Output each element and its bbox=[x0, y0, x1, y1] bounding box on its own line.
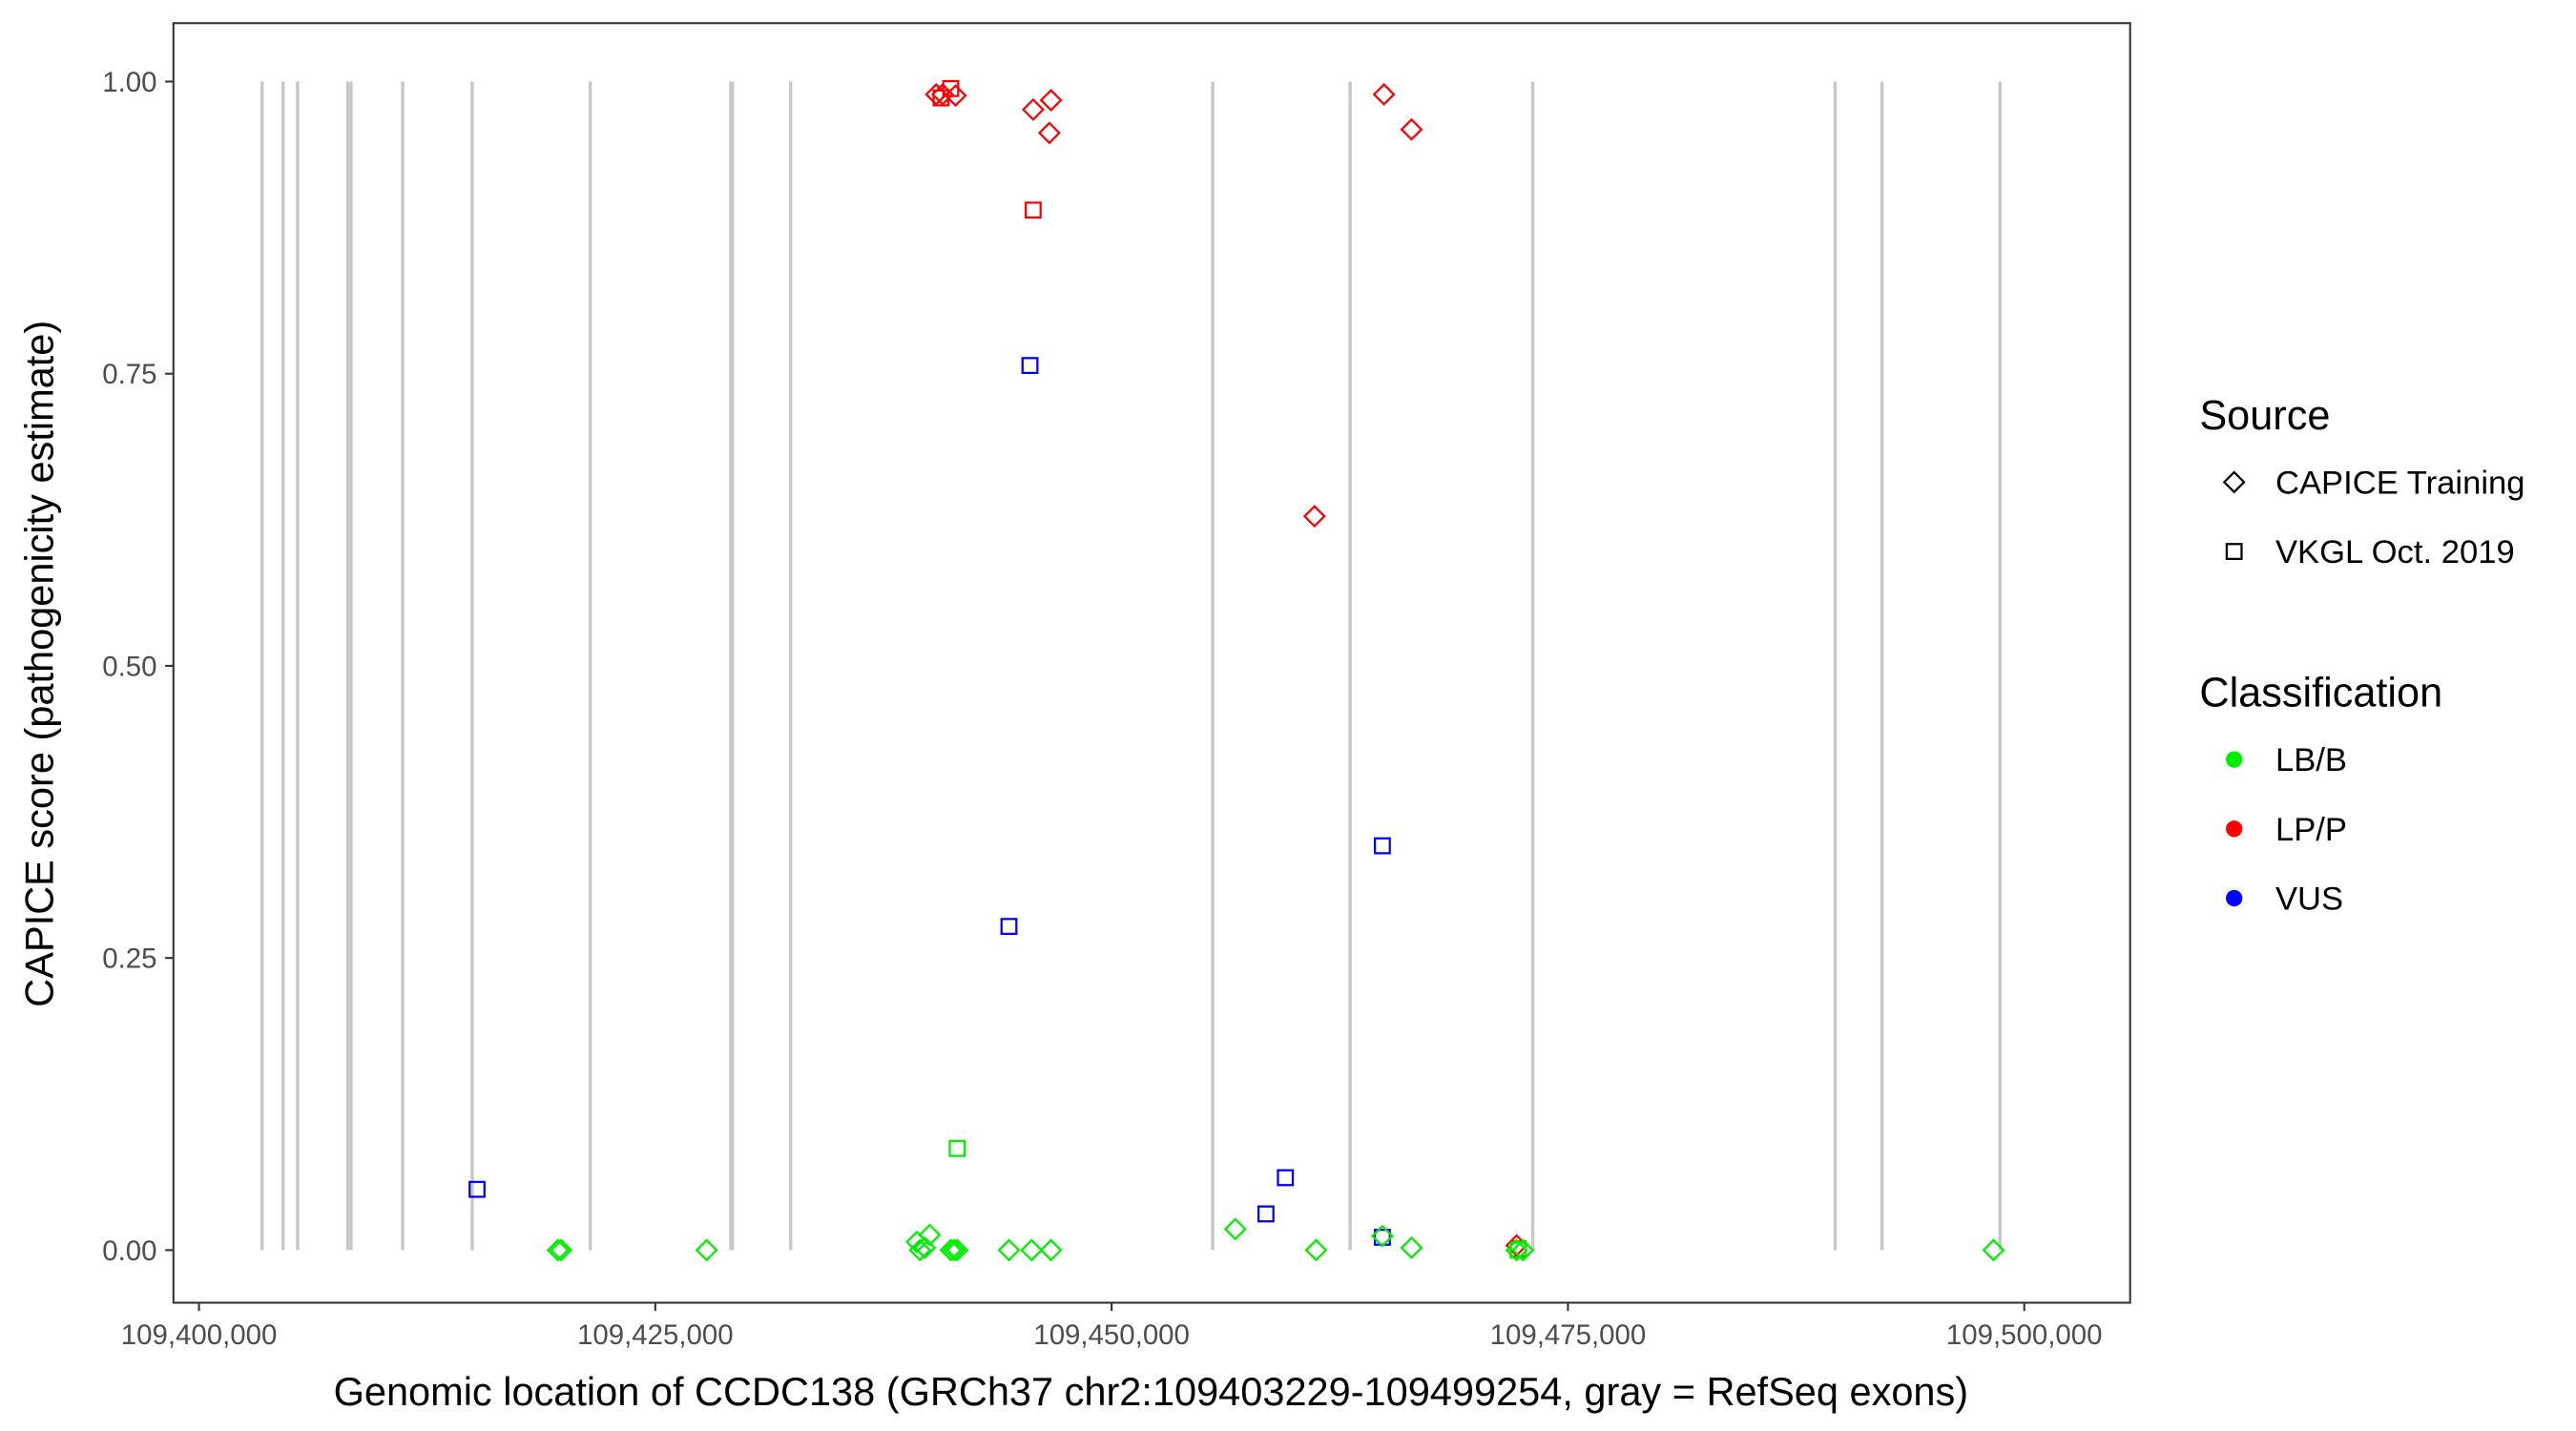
y-tick-label: 1.00 bbox=[102, 67, 156, 98]
data-point bbox=[1257, 1205, 1275, 1223]
data-points bbox=[468, 79, 2005, 1262]
data-point bbox=[948, 1139, 966, 1157]
square-legend-key bbox=[2225, 543, 2243, 560]
x-tick-label: 109,475,000 bbox=[1490, 1319, 1647, 1351]
data-point bbox=[695, 1238, 718, 1262]
data-point bbox=[918, 1223, 942, 1247]
data-point bbox=[1021, 97, 1045, 121]
plot-panel-border bbox=[172, 22, 2131, 1304]
legend-class-label: LP/P bbox=[2275, 812, 2347, 848]
data-point bbox=[1223, 1217, 1247, 1241]
legend-color-key bbox=[2226, 889, 2243, 907]
legend-source-label: CAPICE Training bbox=[2275, 465, 2525, 501]
data-point bbox=[939, 1238, 963, 1262]
data-point bbox=[908, 1238, 932, 1262]
data-point bbox=[1505, 1238, 1528, 1262]
legend: Source Classification CAPICE Training VKG… bbox=[2199, 393, 2524, 918]
exon-lines bbox=[260, 81, 2003, 1251]
data-point bbox=[1370, 1224, 1394, 1248]
x-axis: 109,400,000 109,425,000 109,450,000 109,475… bbox=[121, 1302, 2103, 1351]
diamond-legend-key bbox=[2222, 470, 2246, 494]
data-point bbox=[1982, 1238, 2005, 1262]
legend-source-label: VKGL Oct. 2019 bbox=[2275, 534, 2515, 570]
data-point bbox=[1400, 117, 1423, 141]
x-tick-label: 109,425,000 bbox=[577, 1319, 734, 1351]
y-tick-label: 0.00 bbox=[102, 1235, 156, 1267]
data-point bbox=[1511, 1238, 1535, 1262]
data-point bbox=[1037, 121, 1061, 145]
data-point bbox=[1302, 505, 1326, 529]
data-point bbox=[1277, 1169, 1295, 1187]
y-tick-label: 0.25 bbox=[102, 944, 156, 975]
legend-class-title: Classification bbox=[2199, 671, 2442, 716]
data-point bbox=[1000, 918, 1018, 936]
y-tick-label: 0.75 bbox=[102, 359, 156, 390]
y-tick-label: 0.50 bbox=[102, 651, 156, 682]
y-axis: 0.00 0.25 0.50 0.75 1.00 bbox=[102, 67, 174, 1267]
x-tick-label: 109,500,000 bbox=[1946, 1319, 2103, 1351]
legend-color-key bbox=[2226, 820, 2243, 838]
data-point bbox=[1020, 1238, 1044, 1262]
legend-class-label: LB/B bbox=[2275, 742, 2347, 778]
data-point bbox=[997, 1238, 1021, 1262]
data-point bbox=[1374, 837, 1391, 855]
x-axis-title: Genomic location of CCDC138 (GRCh37 chr2… bbox=[334, 1369, 1969, 1414]
data-point bbox=[942, 1238, 966, 1262]
data-point bbox=[932, 89, 950, 107]
x-tick-label: 109,400,000 bbox=[121, 1319, 278, 1351]
data-point bbox=[942, 79, 960, 97]
data-point bbox=[1304, 1238, 1328, 1262]
data-point bbox=[1039, 89, 1063, 113]
data-point bbox=[1372, 82, 1396, 106]
data-point bbox=[550, 1238, 573, 1262]
data-point bbox=[1400, 1235, 1423, 1259]
data-point bbox=[1039, 1238, 1063, 1262]
data-point bbox=[546, 1238, 570, 1262]
x-tick-label: 109,450,000 bbox=[1033, 1319, 1190, 1351]
y-axis-title: CAPICE score (pathogenicity estimate) bbox=[16, 321, 61, 1007]
data-point bbox=[945, 1238, 969, 1262]
data-point bbox=[468, 1180, 486, 1198]
data-point bbox=[1021, 357, 1039, 375]
legend-source-title: Source bbox=[2199, 393, 2330, 439]
data-point bbox=[1025, 201, 1042, 219]
legend-color-key bbox=[2226, 751, 2243, 768]
legend-class-label: VUS bbox=[2275, 881, 2343, 918]
